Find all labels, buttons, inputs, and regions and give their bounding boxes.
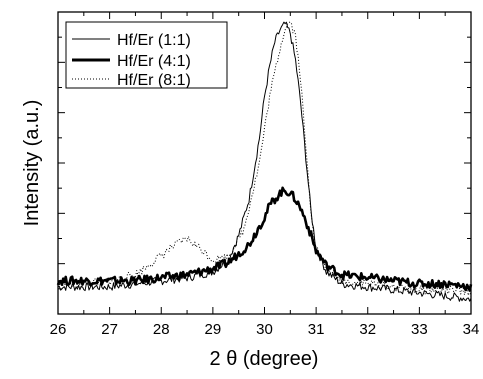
x-tick-label: 26 [50,321,67,338]
legend-label-1: Hf/Er (1:1) [117,32,191,49]
x-tick-label: 34 [463,321,480,338]
x-tick-label: 27 [101,321,118,338]
x-tick-label: 29 [205,321,222,338]
legend-box [65,21,228,89]
x-tick-label: 30 [256,321,273,338]
legend-label-2: Hf/Er (4:1) [117,53,191,70]
series-line-3 [57,21,472,298]
legend: Hf/Er (1:1) Hf/Er (4:1) Hf/Er (8:1) [65,21,228,89]
x-tick-labels: 26 27 28 29 30 31 32 33 34 [50,321,480,338]
plot-frame [57,11,472,315]
series-line-2 [56,186,473,292]
legend-label-3: Hf/Er (8:1) [117,72,191,89]
x-axis-label: 2 θ (degree) [210,348,319,370]
x-tick-label: 33 [411,321,428,338]
x-tick-label: 28 [153,321,170,338]
x-tick-label: 31 [308,321,325,338]
x-tick-label: 32 [359,321,376,338]
y-axis-label: Intensity (a.u.) [21,100,43,227]
series-lines [56,21,473,302]
series-line-1 [57,21,472,302]
